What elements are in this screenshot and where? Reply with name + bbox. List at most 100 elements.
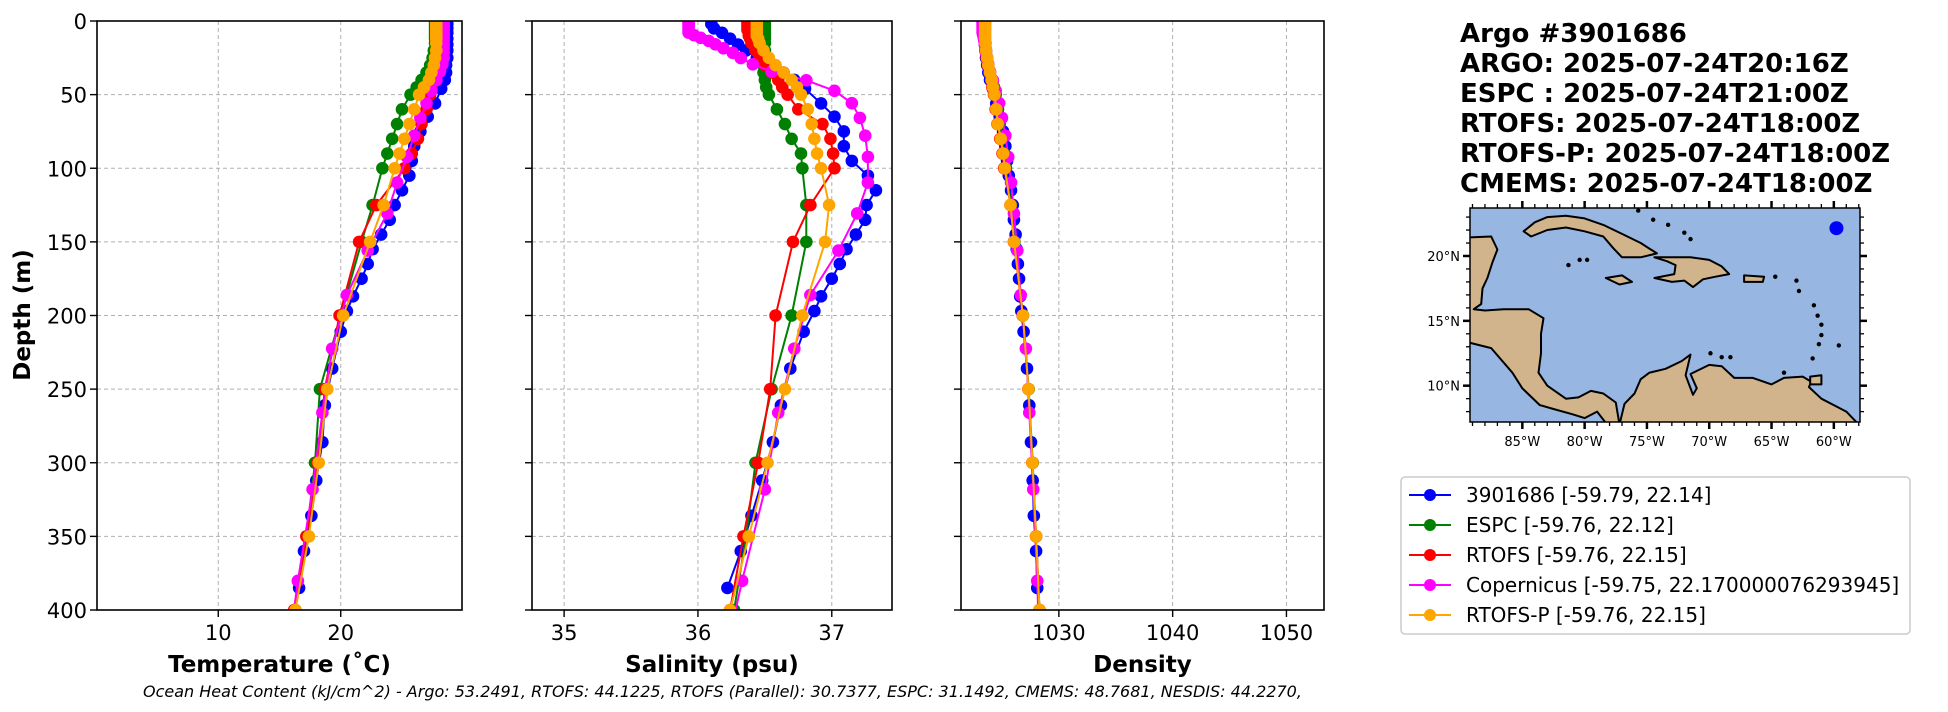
island-marker <box>1682 230 1687 235</box>
series-group <box>287 21 454 610</box>
data-point-RTOFS-P <box>761 456 774 470</box>
legend-item-RTOFS: RTOFS [-59.76, 22.15] <box>1409 543 1687 567</box>
series-group <box>682 21 883 610</box>
data-point-ESPC <box>796 161 809 175</box>
land-hispaniola <box>1653 256 1731 289</box>
data-point-Copernicus <box>407 129 421 143</box>
title-cmems-time: CMEMS: 2025-07-24T18:00Z <box>1460 169 1872 199</box>
data-point-3901686 <box>837 139 851 153</box>
data-point-RTOFS-P <box>312 456 325 470</box>
data-point-Copernicus <box>861 150 875 164</box>
data-point-ESPC <box>800 235 813 249</box>
data-point-RTOFS-P <box>393 147 406 160</box>
data-point-RTOFS <box>763 382 777 396</box>
data-point-RTOFS-P <box>769 58 782 72</box>
island-marker <box>1688 236 1693 242</box>
data-point-Copernicus <box>734 51 748 65</box>
legend-marker-swatch <box>1424 579 1436 591</box>
series-line-Copernicus <box>687 21 869 610</box>
data-point-RTOFS-P <box>994 132 1008 146</box>
data-point-RTOFS-P <box>377 198 390 212</box>
data-point-3901686 <box>814 97 828 110</box>
lon-label: 60°W <box>1816 435 1852 450</box>
map-frame <box>1469 207 1861 423</box>
data-point-RTOFS <box>781 88 794 101</box>
x-tick-label: 37 <box>818 621 845 645</box>
data-point-RTOFS-P <box>801 103 814 116</box>
title-float-id: Argo #3901686 <box>1460 19 1687 49</box>
island-marker <box>1819 322 1824 327</box>
island-marker <box>1836 343 1842 348</box>
data-point-ESPC <box>794 147 808 160</box>
island-marker <box>1796 288 1802 294</box>
legend-marker-swatch <box>1424 609 1436 621</box>
panel-density: 1030 1040 1050 Density <box>954 20 1325 678</box>
legend-label: RTOFS-P [-59.76, 22.15] <box>1466 603 1706 627</box>
data-point-RTOFS <box>804 198 817 212</box>
profile-panels: 10 20050100150200250300350400Temperature … <box>47 10 1325 678</box>
data-point-ESPC <box>385 132 399 146</box>
title-rtofsp-time: RTOFS-P: 2025-07-24T18:00Z <box>1460 139 1890 169</box>
lon-label: 80°W <box>1567 435 1603 450</box>
data-point-ESPC <box>785 132 798 146</box>
x-tick-label: 10 <box>205 621 232 645</box>
data-point-ESPC <box>380 147 394 160</box>
data-point-RTOFS-P <box>814 161 828 175</box>
data-point-RTOFS-P <box>336 309 350 322</box>
data-point-RTOFS <box>352 235 366 249</box>
legend-marker-swatch <box>1424 549 1436 561</box>
data-point-ESPC <box>390 117 404 131</box>
island-marker <box>1815 313 1820 318</box>
island-marker <box>1781 370 1787 375</box>
legend: 3901686 [-59.79, 22.14] ESPC [-59.76, 22.… <box>1400 476 1911 635</box>
figure-title: Argo #3901686 ARGO: 2025-07-24T20:16Z ES… <box>1460 19 1890 199</box>
legend-marker-swatch <box>1424 519 1436 531</box>
data-point-3901686 <box>828 110 841 124</box>
land-cuba <box>1522 214 1658 259</box>
legend-label: ESPC [-59.76, 22.12] <box>1466 513 1674 537</box>
lon-label: 65°W <box>1754 435 1790 450</box>
title-espc-time: ESPC : 2025-07-24T21:00Z <box>1460 79 1849 109</box>
legend-frame <box>1400 476 1911 635</box>
data-point-ESPC <box>376 161 389 175</box>
y-tick-label: 150 <box>47 231 87 255</box>
island-marker <box>1708 351 1713 356</box>
x-axis-label-temperature: Temperature (˚C) <box>168 651 391 678</box>
legend-item-Copernicus: Copernicus [-59.75, 22.170000076293945] <box>1409 573 1899 597</box>
island-marker <box>1584 257 1590 263</box>
island-marker <box>1665 222 1671 228</box>
lon-label: 70°W <box>1691 435 1727 450</box>
title-rtofs-time: RTOFS: 2025-07-24T18:00Z <box>1460 109 1860 139</box>
data-point-RTOFS-P <box>1004 198 1017 212</box>
data-point-RTOFS-P <box>794 88 808 101</box>
legend-item-ESPC: ESPC [-59.76, 22.12] <box>1409 513 1674 537</box>
x-tick-label: 36 <box>685 621 712 645</box>
x-tick-label: 1040 <box>1146 621 1199 645</box>
panel-temperature: 10 20050100150200250300350400Temperature … <box>47 10 463 678</box>
data-point-RTOFS <box>826 147 840 160</box>
x-axis-label-density: Density <box>1093 652 1192 678</box>
data-point-RTOFS-P <box>1026 456 1039 470</box>
data-point-Copernicus <box>800 74 813 87</box>
title-argo-time: ARGO: 2025-07-24T20:16Z <box>1460 49 1849 79</box>
y-tick-label: 300 <box>47 452 87 476</box>
data-point-RTOFS-P <box>998 161 1012 175</box>
land-south-america <box>1619 353 1858 422</box>
data-point-RTOFS-P <box>723 603 737 610</box>
y-tick-label: 0 <box>74 10 87 34</box>
data-point-RTOFS-P <box>1033 603 1046 610</box>
lat-label: 10°N <box>1427 380 1460 395</box>
data-point-ESPC <box>778 117 792 131</box>
island-marker <box>1773 274 1778 279</box>
data-point-RTOFS-P <box>810 147 824 160</box>
data-point-Copernicus <box>832 244 845 257</box>
data-point-RTOFS-P <box>778 382 792 396</box>
legend-item-3901686: 3901686 [-59.79, 22.14] <box>1409 483 1711 507</box>
data-point-3901686 <box>721 581 734 595</box>
data-point-ESPC <box>762 88 776 101</box>
island-marker <box>1794 278 1799 283</box>
map-land <box>1470 208 1858 422</box>
island-marker <box>1650 217 1656 222</box>
y-tick-label: 200 <box>47 305 87 329</box>
data-point-3901686 <box>833 257 847 271</box>
